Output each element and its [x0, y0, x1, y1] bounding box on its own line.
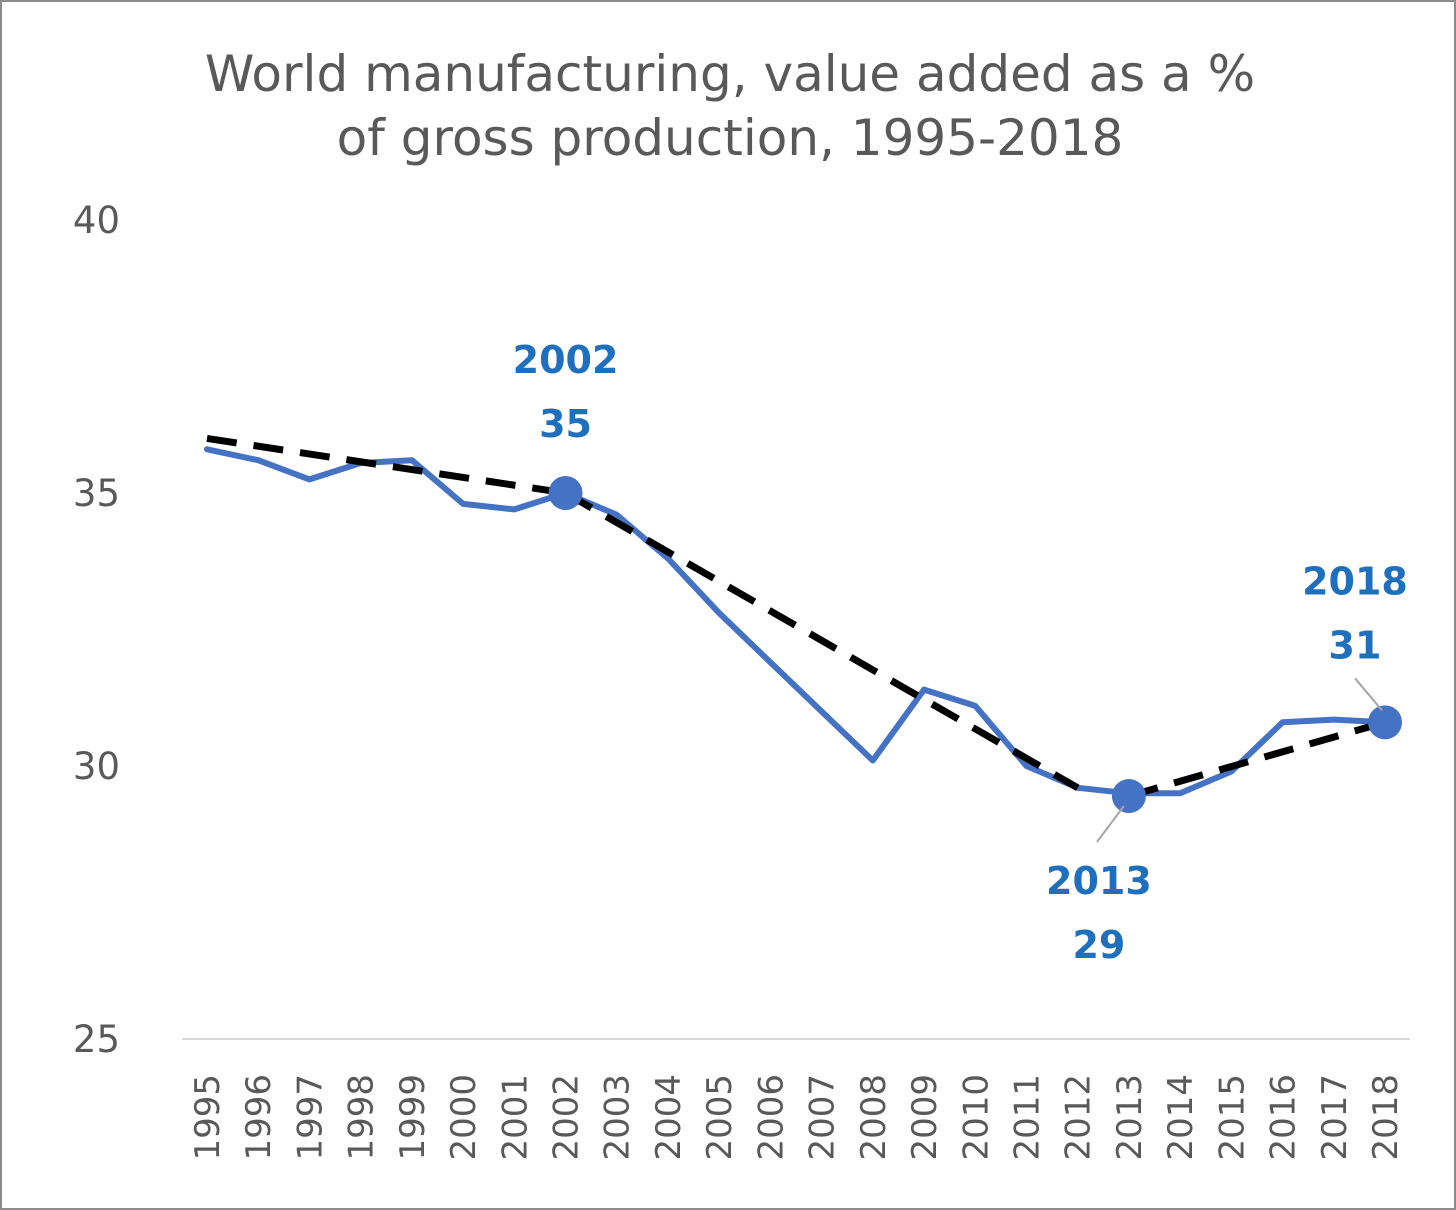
x-tick-label: 1995	[188, 1074, 228, 1161]
callout-value-label: 29	[1072, 923, 1125, 967]
y-tick-label: 35	[73, 472, 120, 515]
x-tick-label: 2007	[803, 1074, 843, 1161]
x-tick-label: 2006	[751, 1074, 791, 1161]
x-tick-label: 2018	[1366, 1074, 1406, 1161]
series-line-main	[204, 446, 1388, 797]
y-tick-label: 40	[73, 199, 120, 242]
x-tick-label: 2012	[1059, 1074, 1099, 1161]
x-tick-label: 2014	[1161, 1074, 1201, 1161]
x-tick-label: 2005	[700, 1074, 740, 1161]
trend-line-segment	[563, 489, 1080, 791]
callout-leader-line	[1096, 805, 1125, 843]
x-tick-label: 2000	[444, 1074, 484, 1161]
chart-title: World manufacturing, value added as a % …	[2, 42, 1456, 170]
trend-line-segment	[206, 434, 567, 497]
x-tick-label: 2011	[1007, 1074, 1047, 1161]
x-tick-label: 2010	[956, 1074, 996, 1161]
x-tick-label: 1998	[342, 1074, 382, 1161]
callout-leader-line	[1354, 677, 1383, 711]
callout-year-label: 2013	[1046, 859, 1152, 903]
x-axis-ticks: 1995 1996 1997 1998 1999 2000 2001 2002 2003 2004…	[188, 1074, 1406, 1161]
x-tick-label: 2016	[1264, 1074, 1304, 1161]
chart-title-line-2: of gross production, 1995-2018	[336, 109, 1124, 167]
highlight-marker	[1368, 705, 1402, 740]
x-tick-label: 2015	[1212, 1074, 1252, 1161]
callout-year-label: 2002	[513, 338, 619, 382]
chart-title-line-1: World manufacturing, value added as a %	[204, 45, 1256, 103]
trend-line-segment	[1127, 718, 1386, 800]
x-tick-label: 2001	[495, 1074, 535, 1161]
callout-year-label: 2018	[1302, 559, 1408, 603]
callout-value-label: 31	[1329, 623, 1382, 667]
series-layer	[204, 434, 1388, 800]
x-tick-label: 1997	[290, 1074, 330, 1161]
x-tick-label: 2013	[1110, 1074, 1150, 1161]
x-tick-label: 1999	[393, 1074, 433, 1161]
x-tick-label: 2003	[598, 1074, 638, 1161]
annotation-layer: 2002 35 2013 29 2018 31	[513, 338, 1408, 967]
highlight-marker	[548, 476, 583, 510]
x-tick-label: 1996	[239, 1074, 279, 1161]
x-tick-label: 2008	[854, 1074, 894, 1161]
y-tick-label: 25	[73, 1018, 120, 1061]
y-tick-label: 30	[73, 745, 120, 788]
x-tick-label: 2002	[547, 1074, 587, 1161]
x-tick-label: 2004	[649, 1074, 689, 1161]
callout-value-label: 35	[539, 402, 592, 446]
highlight-marker	[1111, 779, 1146, 814]
x-tick-label: 2009	[905, 1074, 945, 1161]
y-axis-ticks: 25 30 35 40	[73, 199, 120, 1061]
x-tick-label: 2017	[1315, 1074, 1355, 1161]
